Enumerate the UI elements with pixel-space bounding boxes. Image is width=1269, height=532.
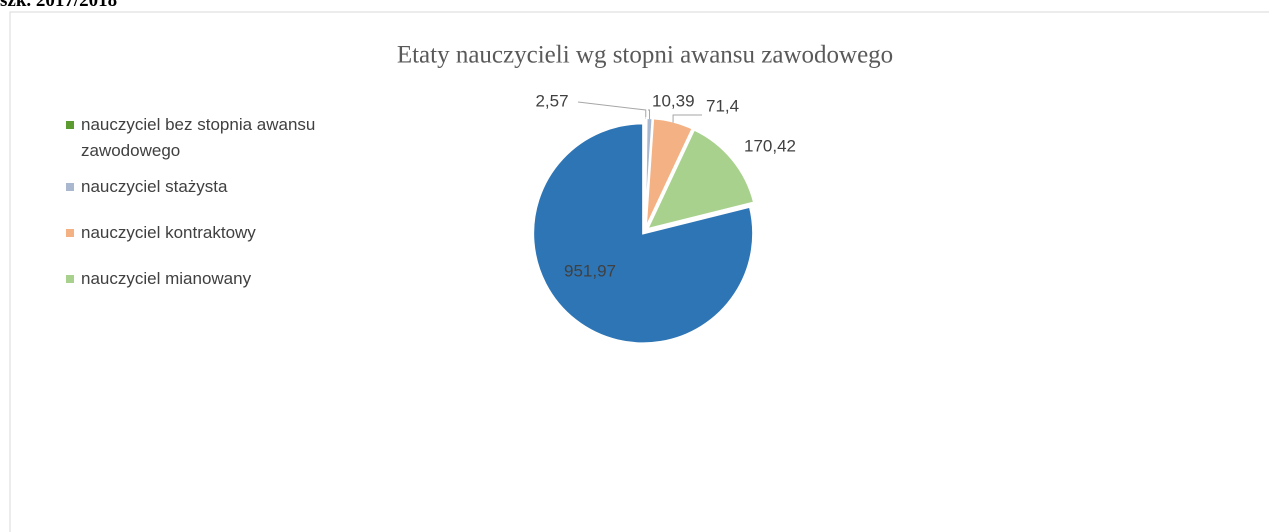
heading: szk. 2017/2018 xyxy=(0,0,118,11)
legend-swatch xyxy=(66,183,74,191)
data-label: 71,4 xyxy=(706,96,739,115)
legend-label: nauczyciel kontraktowy xyxy=(81,223,256,242)
data-label: 10,39 xyxy=(652,91,695,110)
legend-item: nauczyciel stażysta xyxy=(66,174,396,200)
legend-item: nauczyciel mianowany xyxy=(66,266,396,292)
legend-label: nauczyciel bez stopnia awansu zawodowego xyxy=(81,115,316,160)
data-label: 2,57 xyxy=(535,91,568,110)
leader-line xyxy=(577,101,647,120)
leader-line xyxy=(648,109,651,120)
legend-swatch xyxy=(66,121,74,129)
pie-slice xyxy=(645,128,756,231)
chart-frame xyxy=(9,11,1269,532)
legend-item: nauczyciel kontraktowy xyxy=(66,220,396,246)
legend-label: nauczyciel stażysta xyxy=(81,177,228,196)
legend-swatch xyxy=(66,275,74,283)
data-label: 170,42 xyxy=(744,136,796,155)
leader-line xyxy=(672,114,702,123)
pie-slice xyxy=(532,122,755,345)
data-label: 951,97 xyxy=(564,261,616,280)
legend-swatch xyxy=(66,229,74,237)
legend-item: nauczyciel bez stopnia awansu zawodowego xyxy=(66,112,396,164)
chart-title: Etaty nauczycieli wg stopni awansu zawod… xyxy=(397,42,893,69)
legend: nauczyciel bez stopnia awansu zawodowego… xyxy=(66,112,396,292)
legend-label: nauczyciel mianowany xyxy=(81,269,252,288)
